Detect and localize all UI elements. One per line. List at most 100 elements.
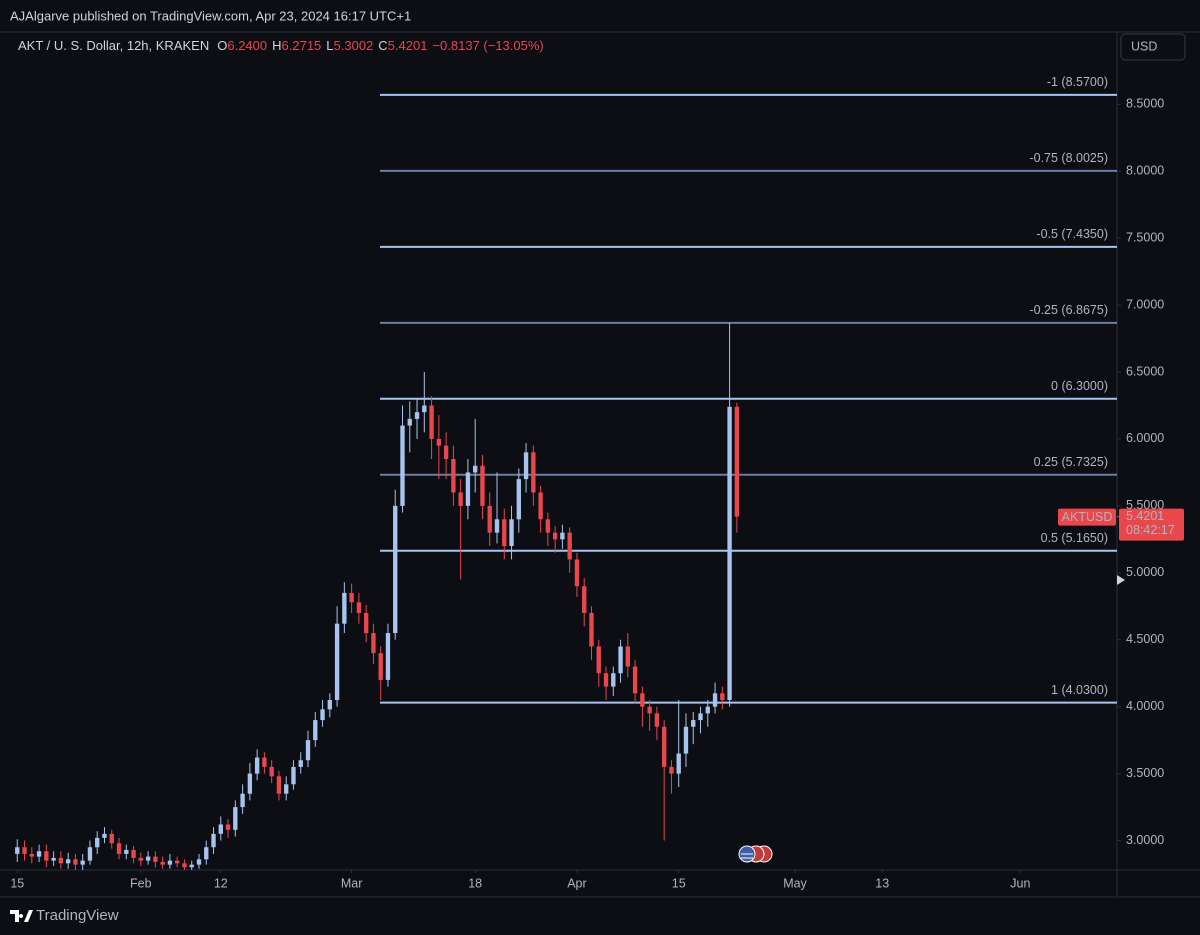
candle-body bbox=[80, 860, 85, 865]
candle-body bbox=[552, 532, 558, 540]
candle-body bbox=[669, 766, 674, 774]
candle-body bbox=[262, 757, 267, 767]
candle-body bbox=[254, 757, 260, 774]
candle-body bbox=[727, 406, 732, 700]
y-tick-label: 7.0000 bbox=[1126, 297, 1164, 311]
candle-body bbox=[393, 505, 398, 634]
candle-body bbox=[676, 753, 681, 774]
marker bbox=[1117, 575, 1125, 585]
candle-body bbox=[73, 859, 78, 865]
candle-body bbox=[567, 532, 572, 560]
candle-body bbox=[683, 726, 689, 754]
candle-body bbox=[516, 479, 521, 520]
candle-body bbox=[443, 445, 449, 460]
y-tick-label: 5.0000 bbox=[1126, 565, 1164, 579]
candle-body bbox=[349, 592, 354, 603]
candle-body bbox=[487, 505, 492, 533]
candle-body bbox=[182, 863, 187, 868]
candle-body bbox=[138, 857, 144, 861]
x-tick-label: 15 bbox=[672, 876, 686, 890]
candle-body bbox=[494, 519, 500, 533]
candle-body bbox=[102, 833, 107, 838]
x-tick-label: Feb bbox=[130, 876, 152, 890]
candle-body bbox=[153, 856, 158, 862]
candle-body bbox=[291, 766, 296, 785]
candle-body bbox=[363, 612, 369, 634]
x-tick-label: Apr bbox=[567, 876, 586, 890]
event-icon bbox=[738, 845, 773, 863]
brand: TradingView bbox=[36, 907, 119, 924]
fib-label: 0.5 (5.1650) bbox=[1041, 531, 1108, 545]
candle-body bbox=[174, 860, 180, 864]
candle-body bbox=[160, 861, 165, 865]
ohlc-label: H bbox=[272, 38, 281, 53]
candle-body bbox=[211, 833, 216, 848]
candle-body bbox=[422, 405, 427, 413]
brand-logo bbox=[10, 910, 33, 922]
candle-body bbox=[523, 452, 529, 480]
candle-body bbox=[145, 856, 151, 861]
candle-body bbox=[574, 559, 580, 587]
chart-header: AKT / U. S. Dollar, 12h, KRAKEN O6.2400 H6… bbox=[18, 38, 544, 53]
candle-body bbox=[87, 847, 93, 861]
ohlc-value: 5.4201 bbox=[388, 38, 428, 53]
candle-body bbox=[618, 646, 623, 674]
candle-body bbox=[611, 673, 616, 687]
fib-label: 0.25 (5.7325) bbox=[1034, 455, 1108, 469]
candle-body bbox=[196, 859, 202, 865]
candle-body bbox=[313, 720, 318, 741]
y-tick-label: 7.5000 bbox=[1126, 230, 1164, 244]
candle-body bbox=[531, 452, 536, 493]
ohlc-label: O bbox=[217, 38, 227, 53]
candle-body bbox=[36, 851, 42, 857]
candle-body bbox=[458, 492, 463, 506]
symbol-tag bbox=[1058, 508, 1116, 526]
candle-body bbox=[378, 653, 383, 680]
candle-body bbox=[15, 847, 20, 854]
currency-box[interactable] bbox=[1120, 33, 1186, 61]
fib-label: -0.5 (7.4350) bbox=[1036, 227, 1108, 241]
candle-body bbox=[204, 847, 209, 860]
candle-body bbox=[596, 646, 601, 674]
candle-body bbox=[284, 784, 289, 794]
candle-body bbox=[95, 837, 100, 848]
currency[interactable]: USD bbox=[1131, 39, 1157, 53]
candle-body bbox=[276, 776, 282, 794]
candle-body bbox=[589, 612, 594, 647]
ohlc-value: 6.2400 bbox=[227, 38, 267, 53]
x-tick-label: 15 bbox=[10, 876, 24, 890]
candle-body bbox=[400, 425, 405, 506]
candle-body bbox=[44, 851, 49, 861]
fib-label: -0.75 (8.0025) bbox=[1029, 151, 1108, 165]
y-tick-label: 8.0000 bbox=[1126, 164, 1164, 178]
candle-body bbox=[247, 773, 253, 794]
ohlc-label: C bbox=[378, 38, 387, 53]
symbol-title: AKT / U. S. Dollar, 12h, KRAKEN bbox=[18, 38, 209, 53]
price-tag-value: 5.4201 bbox=[1126, 509, 1164, 523]
ohlc-label: L bbox=[326, 38, 333, 53]
candle-body bbox=[712, 693, 718, 707]
candle-body bbox=[356, 602, 362, 613]
candle-body bbox=[720, 693, 725, 700]
candle-body bbox=[603, 673, 609, 687]
ohlc-value: 6.2715 bbox=[282, 38, 322, 53]
candle-body bbox=[560, 532, 565, 540]
price-tag bbox=[1119, 508, 1184, 541]
candle-body bbox=[480, 465, 485, 506]
x-tick-label: 12 bbox=[214, 876, 228, 890]
candle-body bbox=[640, 693, 645, 707]
y-tick-label: 6.5000 bbox=[1126, 364, 1164, 378]
candle-body bbox=[269, 766, 274, 777]
chart-header: AKT / U. S. Dollar, 12h, KRAKEN O6.2400 H6… bbox=[18, 38, 544, 53]
candle-body bbox=[509, 519, 514, 547]
candle-body bbox=[545, 519, 551, 533]
candle-body bbox=[632, 666, 638, 694]
candle-body bbox=[109, 833, 114, 844]
x-tick-label: Jun bbox=[1010, 876, 1030, 890]
candle-body bbox=[124, 849, 129, 854]
candle-body bbox=[240, 793, 245, 808]
candle-body bbox=[58, 857, 64, 864]
fib-label: 0 (6.3000) bbox=[1051, 379, 1108, 393]
candle-body bbox=[116, 843, 122, 854]
